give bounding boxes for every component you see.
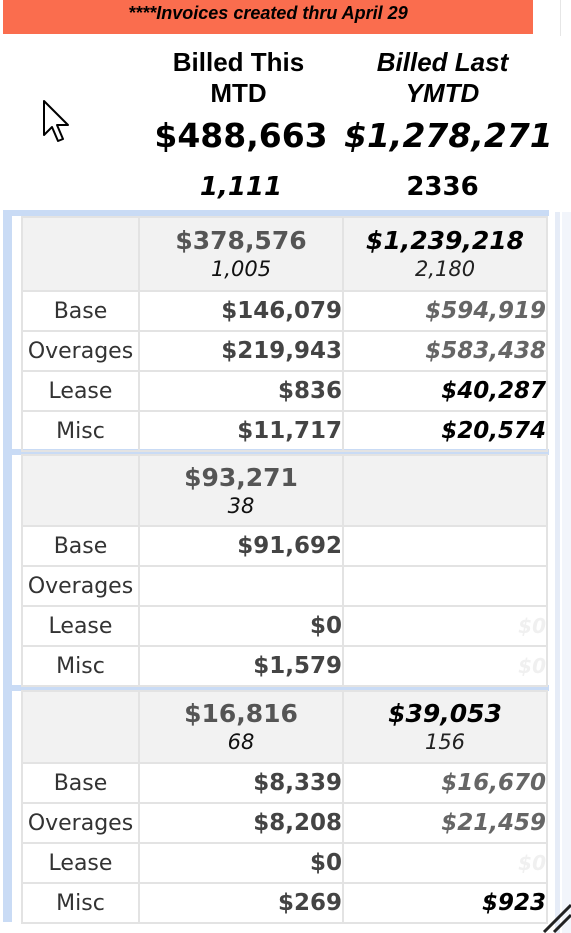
table-row: Overages	[21, 565, 548, 607]
row-label-overages: Overages	[21, 565, 140, 607]
misc-last-value: $20,574	[342, 410, 548, 452]
base-this-value: $91,692	[138, 525, 344, 567]
mouse-pointer-icon	[43, 100, 69, 142]
table-row: Base $8,339 $16,670	[21, 762, 548, 804]
this-mtd-total: $488,663	[154, 116, 328, 155]
subtotal-this-value: $93,271	[184, 462, 298, 492]
last-ymtd-count: 2336	[406, 172, 479, 202]
this-mtd-header: Billed This MTD	[146, 47, 331, 109]
table-frame-top	[3, 210, 549, 216]
table-row: Base $91,692	[21, 525, 548, 567]
row-label-base: Base	[21, 762, 140, 804]
table-row: Misc $1,579 $0	[21, 645, 548, 687]
table-row: Overages $8,208 $21,459	[21, 802, 548, 844]
base-this-value: $8,339	[138, 762, 344, 804]
subtotal-this-count: 68	[227, 730, 255, 754]
table-row: Lease $0 $0	[21, 605, 548, 647]
subtotal-last-value: $39,053	[388, 699, 502, 728]
row-label-overages: Overages	[21, 330, 140, 372]
right-edge	[562, 212, 571, 933]
row-label-lease: Lease	[21, 842, 140, 884]
lease-this-value: $0	[138, 605, 344, 647]
base-last-value: $594,919	[342, 290, 548, 332]
lease-last-value: $0	[342, 842, 548, 884]
group-table: $16,816 68 $39,053 156 Base $8,339 $16,6…	[21, 690, 548, 924]
row-label-base: Base	[21, 290, 140, 332]
row-label-lease: Lease	[21, 370, 140, 412]
last-ymtd-label-line2: YMTD	[405, 78, 480, 108]
right-edge	[555, 212, 560, 933]
table-row: Lease $0 $0	[21, 842, 548, 884]
last-ymtd-label-line1: Billed Last	[376, 47, 509, 77]
row-label-overages: Overages	[21, 802, 140, 844]
invoices-banner: ****Invoices created thru April 29	[3, 0, 533, 34]
table-row: Misc $269 $923	[21, 882, 548, 924]
subtotal-this-count: 1,005	[210, 257, 272, 281]
table-row: Misc $11,717 $20,574	[21, 410, 548, 452]
subtotal-row: $16,816 68 $39,053 156	[21, 690, 548, 764]
subtotal-row: $93,271 38	[21, 454, 548, 527]
right-trim	[560, 0, 571, 36]
overages-last-value	[342, 565, 548, 607]
subtotal-this-cell: $16,816 68	[138, 690, 344, 764]
group-table: $378,576 1,005 $1,239,218 2,180 Base $14…	[21, 216, 548, 452]
table-frame	[3, 211, 554, 922]
base-this-value: $146,079	[138, 290, 344, 332]
subtotal-label-cell	[21, 690, 140, 764]
lease-last-value: $0	[342, 605, 548, 647]
misc-this-value: $1,579	[138, 645, 344, 687]
overages-last-value: $21,459	[342, 802, 548, 844]
table-row: Overages $219,943 $583,438	[21, 330, 548, 372]
subtotal-last-count: 2,180	[414, 257, 476, 281]
misc-this-value: $269	[138, 882, 344, 924]
row-label-base: Base	[21, 525, 140, 567]
row-label-lease: Lease	[21, 605, 140, 647]
subtotal-last-cell: $39,053 156	[342, 690, 548, 764]
subtotal-this-value: $378,576	[175, 226, 307, 255]
group-separator	[3, 449, 549, 455]
misc-last-value: $923	[342, 882, 548, 924]
subtotal-last-value: $1,239,218	[365, 226, 525, 255]
subtotal-last-cell	[342, 454, 548, 527]
overages-last-value: $583,438	[342, 330, 548, 372]
misc-this-value: $11,717	[138, 410, 344, 452]
group-table: $93,271 38 Base $91,692 Overages Lease $…	[21, 454, 548, 687]
overages-this-value: $219,943	[138, 330, 344, 372]
lease-last-value: $40,287	[342, 370, 548, 412]
base-last-value: $16,670	[342, 762, 548, 804]
table-row: Base $146,079 $594,919	[21, 290, 548, 332]
subtotal-this-cell: $93,271 38	[138, 454, 344, 527]
table-row: Lease $836 $40,287	[21, 370, 548, 412]
lease-this-value: $0	[138, 842, 344, 884]
last-ymtd-header: Billed Last YMTD	[345, 47, 540, 109]
subtotal-last-count: 156	[424, 730, 466, 754]
misc-last-value: $0	[342, 645, 548, 687]
subtotal-label-cell	[21, 216, 140, 292]
subtotal-label-cell	[21, 454, 140, 527]
group-separator	[3, 685, 549, 691]
row-label-misc: Misc	[21, 410, 140, 452]
overages-this-value	[138, 565, 344, 607]
this-mtd-count: 1,111	[199, 172, 283, 202]
this-mtd-label-line2: MTD	[210, 78, 267, 108]
subtotal-this-value: $16,816	[184, 699, 298, 728]
subtotal-this-cell: $378,576 1,005	[138, 216, 344, 292]
last-ymtd-total: $1,278,271	[344, 116, 553, 155]
base-last-value	[342, 525, 548, 567]
subtotal-last-cell: $1,239,218 2,180	[342, 216, 548, 292]
resize-grip-icon[interactable]	[538, 890, 571, 933]
row-label-misc: Misc	[21, 882, 140, 924]
subtotal-row: $378,576 1,005 $1,239,218 2,180	[21, 216, 548, 292]
lease-this-value: $836	[138, 370, 344, 412]
row-label-misc: Misc	[21, 645, 140, 687]
overages-this-value: $8,208	[138, 802, 344, 844]
this-mtd-label-line1: Billed This	[172, 47, 305, 77]
subtotal-this-count: 38	[227, 493, 255, 518]
banner-text: ****Invoices created thru April 29	[128, 3, 408, 23]
